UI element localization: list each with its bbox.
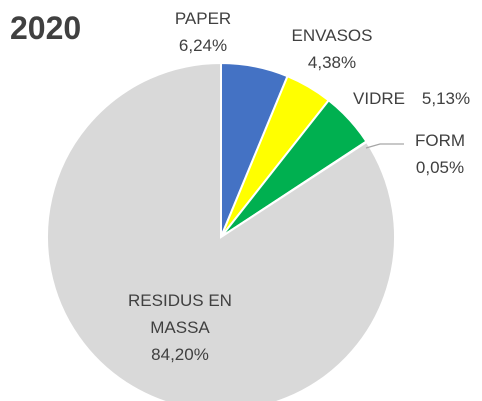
value-label: 84,20% — [151, 345, 209, 364]
value-label: 0,05% — [415, 158, 465, 177]
leader-line — [365, 143, 404, 149]
category-label: FORM — [414, 131, 466, 150]
category-label: RESIDUS EN MASSA — [128, 291, 232, 337]
value-label: 4,38% — [307, 53, 357, 72]
value-label: 5,13% — [421, 89, 471, 108]
value-label: 6,24% — [178, 36, 228, 55]
category-label: VIDRE — [353, 89, 405, 108]
pie-slice — [46, 61, 396, 401]
category-label: ENVASOS — [291, 26, 373, 45]
category-label: PAPER — [174, 9, 232, 28]
chart-title: 2020 — [10, 10, 82, 46]
